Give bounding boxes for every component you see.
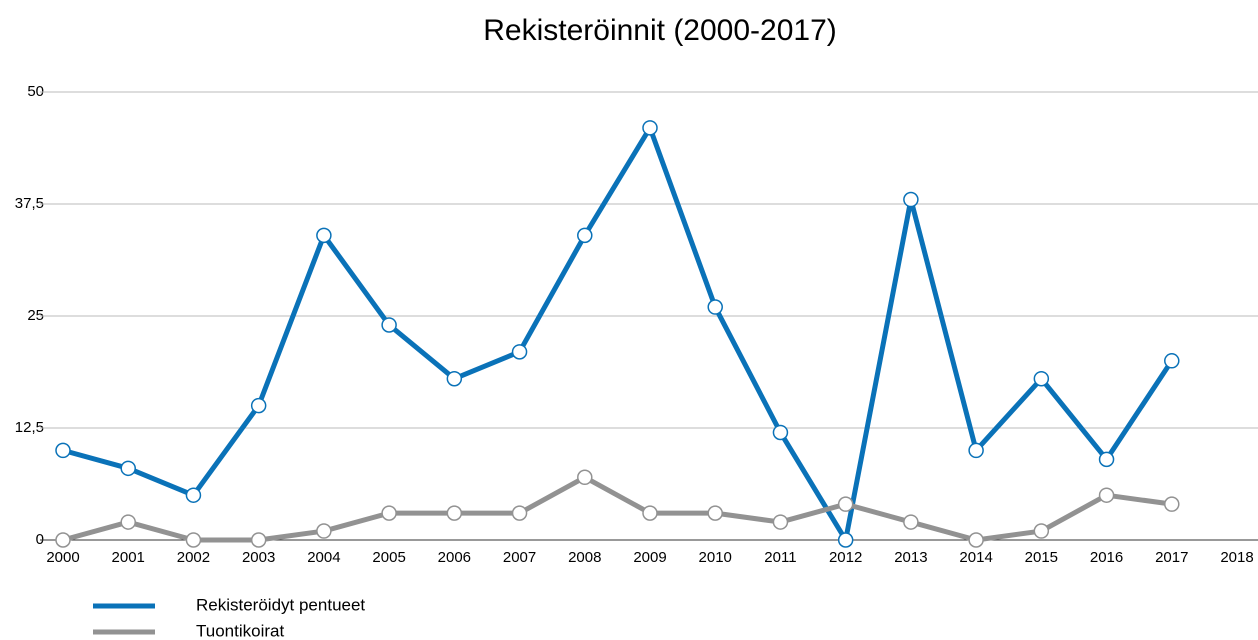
data-point bbox=[968, 532, 984, 548]
data-point bbox=[185, 532, 202, 548]
data-point bbox=[707, 505, 723, 521]
y-tick-label: 50 bbox=[27, 83, 44, 100]
series-line bbox=[62, 474, 1173, 543]
legend-label: Tuontikoirat bbox=[196, 621, 284, 640]
x-tick-label: 2008 bbox=[568, 549, 601, 566]
x-tick-label: 2017 bbox=[1155, 549, 1188, 566]
data-point bbox=[316, 523, 332, 539]
x-tick-label: 2012 bbox=[829, 549, 862, 566]
data-point bbox=[511, 344, 528, 360]
data-point bbox=[1033, 523, 1050, 539]
data-point bbox=[642, 120, 658, 136]
x-tick-label: 2002 bbox=[177, 549, 210, 566]
data-point bbox=[1098, 487, 1115, 503]
x-tick-label: 2000 bbox=[46, 549, 79, 566]
legend-label: Rekisteröidyt pentueet bbox=[196, 595, 365, 614]
x-tick-label: 2006 bbox=[438, 549, 471, 566]
data-point bbox=[446, 505, 463, 521]
data-point bbox=[772, 514, 789, 530]
y-tick-label: 12,5 bbox=[15, 419, 44, 436]
data-point bbox=[381, 505, 397, 521]
data-point bbox=[903, 191, 919, 208]
x-tick-label: 2014 bbox=[959, 549, 992, 566]
x-tick-label: 2007 bbox=[503, 549, 536, 566]
x-tick-label: 2010 bbox=[699, 549, 732, 566]
x-tick-label: 2005 bbox=[372, 549, 405, 566]
data-point bbox=[968, 442, 984, 459]
data-point bbox=[446, 370, 463, 387]
data-point bbox=[250, 532, 267, 548]
data-point bbox=[120, 460, 136, 477]
data-point bbox=[120, 514, 136, 530]
x-tick-label: 2018 bbox=[1220, 549, 1253, 566]
data-point bbox=[55, 442, 71, 459]
data-point bbox=[511, 505, 528, 521]
x-tick-label: 2015 bbox=[1025, 549, 1058, 566]
data-point bbox=[250, 397, 267, 414]
y-tick-label: 0 bbox=[36, 531, 44, 548]
data-point bbox=[837, 532, 854, 548]
data-point bbox=[1164, 353, 1180, 369]
x-tick-label: 2011 bbox=[764, 549, 796, 566]
data-point bbox=[642, 505, 658, 521]
x-tick-label: 2016 bbox=[1090, 549, 1123, 566]
chart-title: Rekisteröinnit (2000-2017) bbox=[483, 14, 837, 47]
x-tick-label: 2009 bbox=[633, 549, 666, 566]
data-point bbox=[316, 227, 332, 244]
data-point bbox=[55, 532, 71, 548]
x-tick-label: 2013 bbox=[894, 549, 927, 566]
data-point bbox=[1033, 370, 1050, 387]
y-tick-label: 37,5 bbox=[15, 195, 44, 212]
series-line bbox=[62, 125, 1174, 543]
y-tick-label: 25 bbox=[27, 307, 44, 324]
data-point bbox=[1098, 451, 1115, 468]
data-point bbox=[837, 496, 854, 512]
x-tick-label: 2004 bbox=[307, 549, 340, 566]
data-point bbox=[1164, 496, 1180, 512]
x-tick-label: 2001 bbox=[112, 549, 145, 566]
data-point bbox=[903, 514, 919, 530]
data-point bbox=[707, 299, 723, 315]
x-tick-label: 2003 bbox=[242, 549, 275, 566]
data-point bbox=[185, 487, 202, 503]
data-point bbox=[577, 469, 593, 486]
data-point bbox=[772, 424, 789, 441]
data-point bbox=[577, 227, 593, 244]
data-point bbox=[381, 317, 397, 333]
